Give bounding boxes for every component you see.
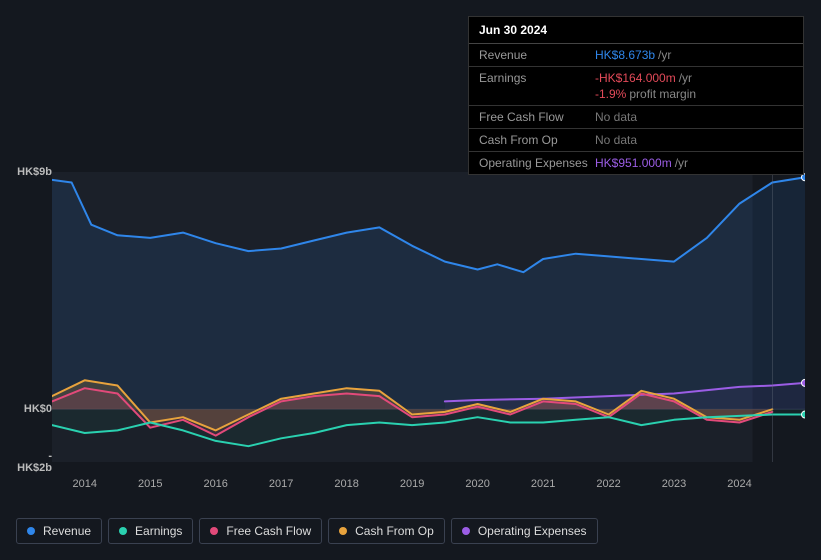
x-axis-label: 2020	[465, 478, 489, 490]
tooltip-row: RevenueHK$8.673b/yr	[469, 44, 803, 67]
tooltip-row-label: Earnings	[479, 71, 595, 101]
x-axis-label: 2014	[72, 478, 96, 490]
legend-swatch-icon	[210, 527, 218, 535]
y-axis-label: -HK$2b	[16, 450, 52, 474]
x-axis-label: 2015	[138, 478, 162, 490]
tooltip-date: Jun 30 2024	[469, 17, 803, 44]
x-axis-label: 2016	[203, 478, 227, 490]
legend-label: Cash From Op	[355, 524, 434, 538]
legend-label: Revenue	[43, 524, 91, 538]
tooltip-row-label: Revenue	[479, 48, 595, 62]
tooltip-row: Earnings-HK$164.000m/yr-1.9%profit margi…	[469, 67, 803, 106]
tooltip-row-value: No data	[595, 110, 793, 124]
tooltip-row-label: Operating Expenses	[479, 156, 595, 170]
tooltip-row-label: Free Cash Flow	[479, 110, 595, 124]
tooltip-row: Cash From OpNo data	[469, 129, 803, 152]
legend-label: Earnings	[135, 524, 182, 538]
tooltip-row-value: No data	[595, 133, 793, 147]
legend-item[interactable]: Free Cash Flow	[199, 518, 322, 544]
legend-swatch-icon	[27, 527, 35, 535]
x-axis-label: 2017	[269, 478, 293, 490]
chart-legend: Revenue Earnings Free Cash Flow Cash From O…	[16, 518, 598, 544]
y-axis-label: HK$9b	[16, 166, 52, 178]
legend-item[interactable]: Cash From Op	[328, 518, 445, 544]
x-axis-label: 2022	[596, 478, 620, 490]
data-tooltip: Jun 30 2024 RevenueHK$8.673b/yrEarnings-…	[468, 16, 804, 175]
legend-swatch-icon	[119, 527, 127, 535]
x-axis-label: 2024	[727, 478, 751, 490]
x-axis-label: 2018	[334, 478, 358, 490]
x-axis-label: 2021	[531, 478, 555, 490]
chart-hover-line	[772, 172, 773, 462]
y-axis-label: HK$0	[16, 403, 52, 415]
chart-x-axis: 2014 2015 2016 2017 2018 2019 2020 2021 2022 2023…	[52, 478, 805, 498]
tooltip-row-label: Cash From Op	[479, 133, 595, 147]
legend-label: Operating Expenses	[478, 524, 587, 538]
x-axis-label: 2019	[400, 478, 424, 490]
legend-item[interactable]: Operating Expenses	[451, 518, 598, 544]
legend-swatch-icon	[462, 527, 470, 535]
x-axis-label: 2023	[662, 478, 686, 490]
tooltip-row-value: -HK$164.000m/yr-1.9%profit margin	[595, 71, 793, 101]
chart-plot-area[interactable]	[52, 172, 805, 462]
legend-item[interactable]: Earnings	[108, 518, 193, 544]
tooltip-row: Free Cash FlowNo data	[469, 106, 803, 129]
tooltip-row-value: HK$8.673b/yr	[595, 48, 793, 62]
legend-swatch-icon	[339, 527, 347, 535]
tooltip-row-value: HK$951.000m/yr	[595, 156, 793, 170]
tooltip-row: Operating ExpensesHK$951.000m/yr	[469, 152, 803, 174]
legend-item[interactable]: Revenue	[16, 518, 102, 544]
financials-chart[interactable]: HK$9b HK$0 -HK$2b 2014 2015 2016 2017 2018 2019…	[16, 160, 805, 500]
legend-label: Free Cash Flow	[226, 524, 311, 538]
